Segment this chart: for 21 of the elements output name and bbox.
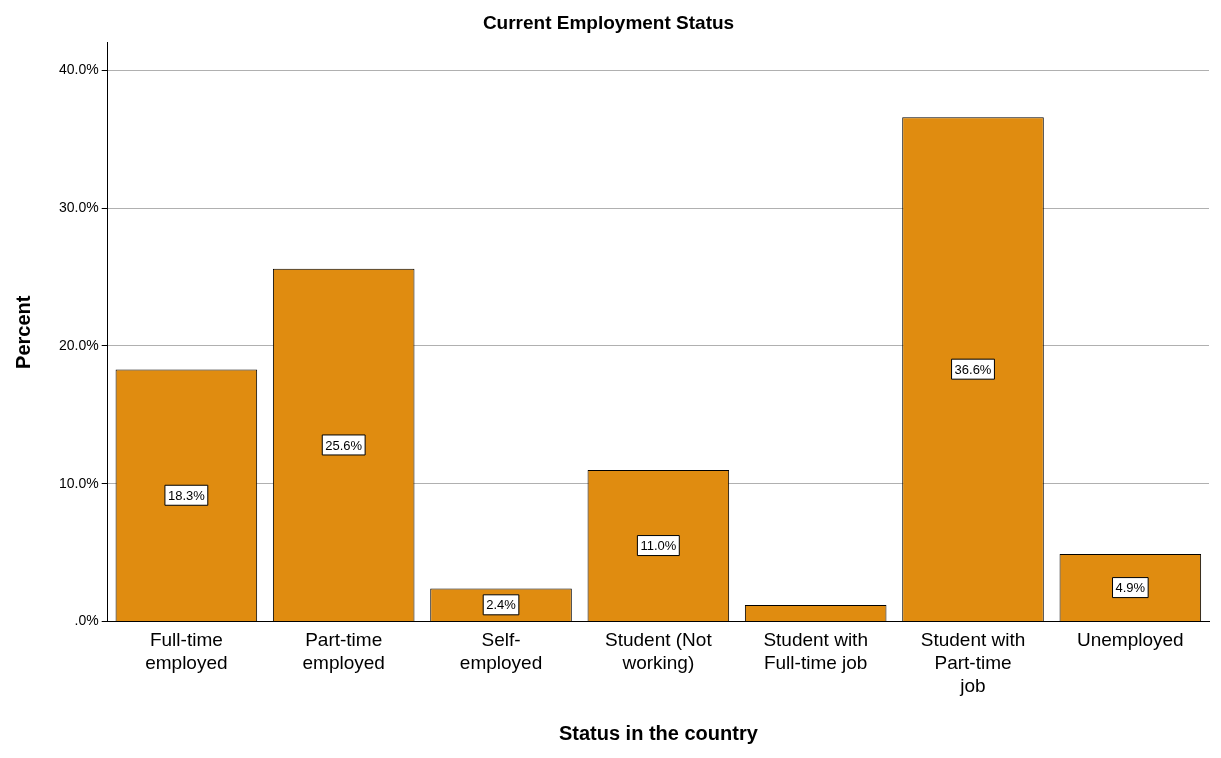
y-tick-label: 10.0%	[58, 474, 99, 491]
x-tick-label: Student with Full-time job	[763, 629, 868, 674]
x-axis-title: Status in the country	[558, 721, 759, 744]
data-label: 2.4%	[486, 597, 517, 613]
y-tick-label: 20.0%	[58, 336, 99, 353]
y-tick-label: 30.0%	[58, 199, 99, 216]
y-tick-label: .0%	[74, 612, 99, 629]
x-tick-label: Full-time employed	[145, 629, 228, 674]
data-label: 4.9%	[1115, 580, 1146, 596]
data-label: 25.6%	[325, 437, 363, 453]
data-label: 11.0%	[640, 538, 677, 554]
x-tick-label: Student with Part-time job	[920, 629, 1026, 696]
data-label: 18.3%	[167, 487, 206, 503]
x-tick-label: Self- employed	[459, 629, 543, 674]
x-tick-label: Unemployed	[1077, 629, 1184, 651]
x-tick-label: Part-time employed	[302, 629, 385, 674]
y-tick-label: 40.0%	[58, 61, 99, 78]
x-tick-label: Student (Not working)	[605, 629, 713, 674]
data-label: 36.6%	[954, 361, 992, 377]
y-axis-title: Percent	[11, 295, 34, 369]
chart-title: Current Employment Status	[482, 11, 735, 33]
